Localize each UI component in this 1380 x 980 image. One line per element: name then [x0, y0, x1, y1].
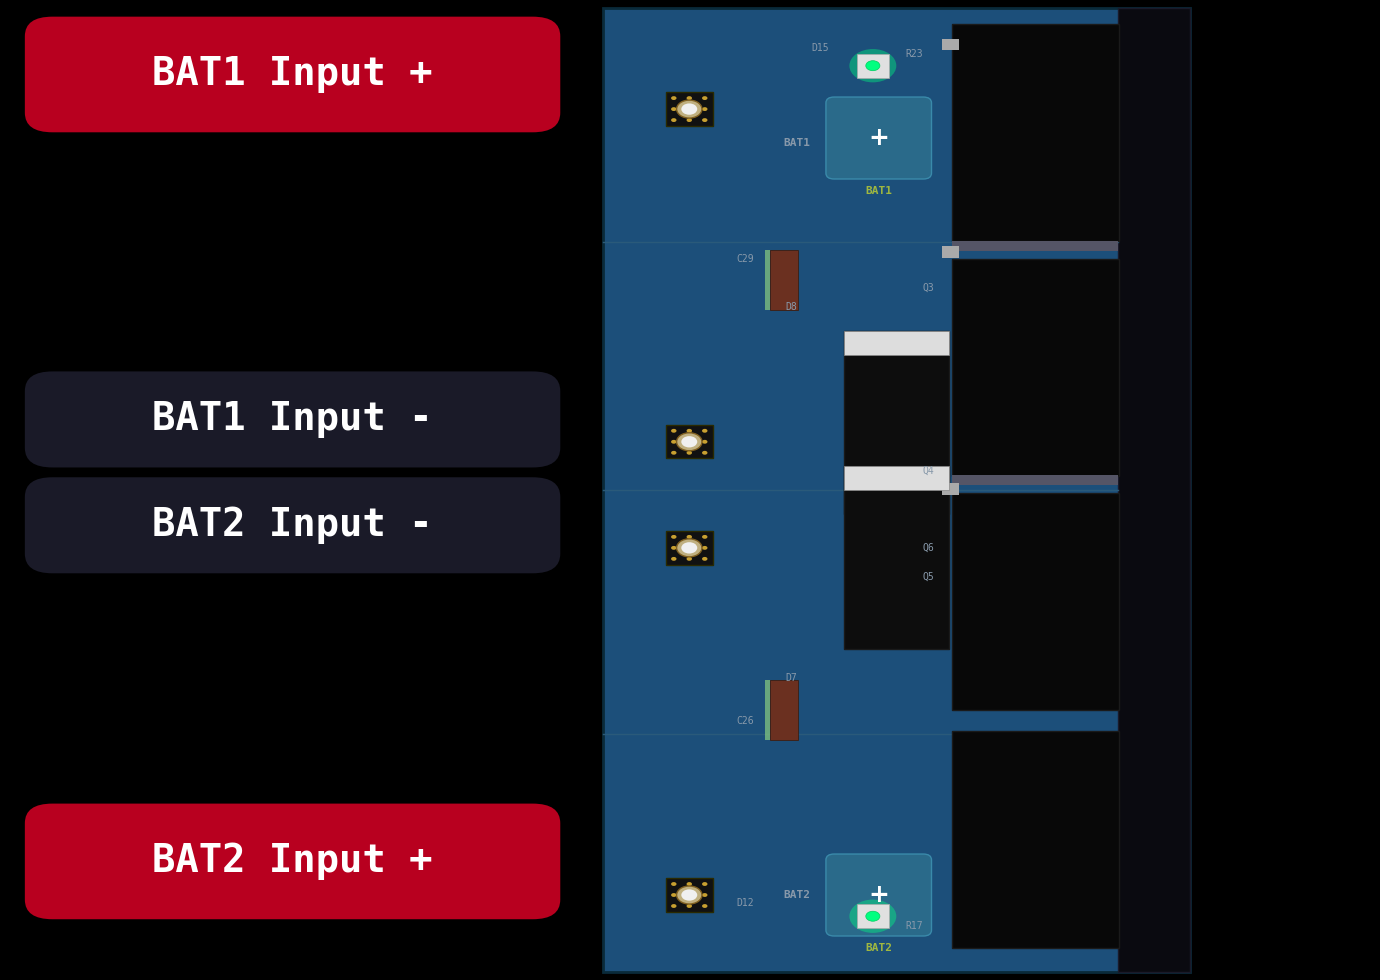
Circle shape — [687, 429, 691, 433]
Circle shape — [702, 451, 708, 455]
Text: C26: C26 — [737, 716, 755, 726]
Text: D8: D8 — [785, 302, 796, 312]
Circle shape — [687, 557, 691, 561]
Bar — [952, 259, 1119, 475]
Bar — [952, 475, 1118, 485]
Text: BAT2: BAT2 — [782, 890, 810, 900]
Circle shape — [850, 49, 897, 82]
Bar — [665, 425, 712, 459]
Bar — [843, 331, 949, 355]
Text: D12: D12 — [737, 898, 755, 907]
Bar — [952, 731, 1119, 948]
Text: D15: D15 — [811, 43, 829, 53]
FancyBboxPatch shape — [25, 17, 560, 132]
Text: C29: C29 — [737, 254, 755, 264]
FancyBboxPatch shape — [825, 97, 932, 179]
Bar — [665, 531, 712, 564]
Text: BAT2: BAT2 — [865, 943, 893, 954]
Circle shape — [671, 535, 676, 539]
Text: R23: R23 — [905, 49, 923, 59]
Circle shape — [671, 557, 676, 561]
FancyBboxPatch shape — [25, 477, 560, 573]
Circle shape — [676, 100, 702, 119]
Bar — [952, 241, 1118, 251]
Circle shape — [671, 882, 676, 886]
Bar — [843, 466, 949, 649]
Circle shape — [702, 893, 708, 897]
Circle shape — [687, 119, 691, 122]
Text: R17: R17 — [905, 921, 923, 931]
Bar — [603, 8, 1190, 972]
Circle shape — [671, 451, 676, 455]
Circle shape — [671, 440, 676, 444]
Bar — [952, 24, 1119, 241]
Circle shape — [671, 429, 676, 433]
Bar — [943, 38, 959, 50]
Bar — [843, 331, 949, 514]
Text: BAT1 Input -: BAT1 Input - — [152, 401, 433, 438]
Bar — [770, 250, 798, 310]
Circle shape — [702, 905, 708, 907]
Bar — [843, 466, 949, 490]
Circle shape — [671, 107, 676, 111]
Text: BAT1: BAT1 — [782, 138, 810, 148]
Circle shape — [687, 96, 691, 100]
Circle shape — [702, 546, 708, 550]
Circle shape — [682, 542, 697, 554]
Circle shape — [676, 539, 702, 557]
Bar — [1118, 8, 1190, 972]
Circle shape — [702, 557, 708, 561]
Text: Q3: Q3 — [923, 282, 934, 292]
Bar — [665, 878, 712, 911]
FancyBboxPatch shape — [25, 804, 560, 919]
Circle shape — [671, 905, 676, 907]
Bar — [943, 246, 959, 258]
Circle shape — [850, 900, 897, 933]
Bar — [665, 92, 712, 125]
Circle shape — [865, 911, 880, 921]
Bar — [952, 493, 1119, 710]
Circle shape — [687, 905, 691, 907]
Text: Q4: Q4 — [923, 466, 934, 475]
Circle shape — [671, 893, 676, 897]
Circle shape — [682, 436, 697, 448]
Text: Q5: Q5 — [923, 571, 934, 582]
Circle shape — [702, 119, 708, 122]
Circle shape — [702, 535, 708, 539]
Circle shape — [676, 433, 702, 451]
Circle shape — [702, 882, 708, 886]
Circle shape — [687, 882, 691, 886]
Circle shape — [702, 440, 708, 444]
Circle shape — [671, 119, 676, 122]
Circle shape — [676, 886, 702, 904]
Circle shape — [858, 906, 887, 927]
Circle shape — [865, 61, 880, 71]
Bar — [766, 680, 770, 740]
Circle shape — [702, 429, 708, 433]
Text: BAT1: BAT1 — [865, 186, 893, 196]
Text: Q6: Q6 — [923, 543, 934, 553]
Circle shape — [687, 535, 691, 539]
FancyBboxPatch shape — [25, 371, 560, 467]
Text: D7: D7 — [785, 673, 796, 683]
Bar — [770, 680, 798, 740]
Circle shape — [671, 546, 676, 550]
Bar — [857, 905, 889, 928]
Bar — [943, 483, 959, 495]
Circle shape — [702, 107, 708, 111]
Circle shape — [671, 96, 676, 100]
Circle shape — [858, 55, 887, 76]
Bar — [766, 250, 770, 310]
FancyBboxPatch shape — [825, 854, 932, 936]
Text: BAT1 Input +: BAT1 Input + — [152, 56, 433, 93]
Text: +: + — [868, 126, 889, 150]
Circle shape — [702, 96, 708, 100]
Bar — [857, 54, 889, 77]
Circle shape — [687, 451, 691, 455]
Text: BAT2 Input +: BAT2 Input + — [152, 843, 433, 880]
Circle shape — [682, 890, 697, 901]
Text: +: + — [868, 883, 889, 907]
Circle shape — [682, 104, 697, 115]
Text: BAT2 Input -: BAT2 Input - — [152, 507, 433, 544]
